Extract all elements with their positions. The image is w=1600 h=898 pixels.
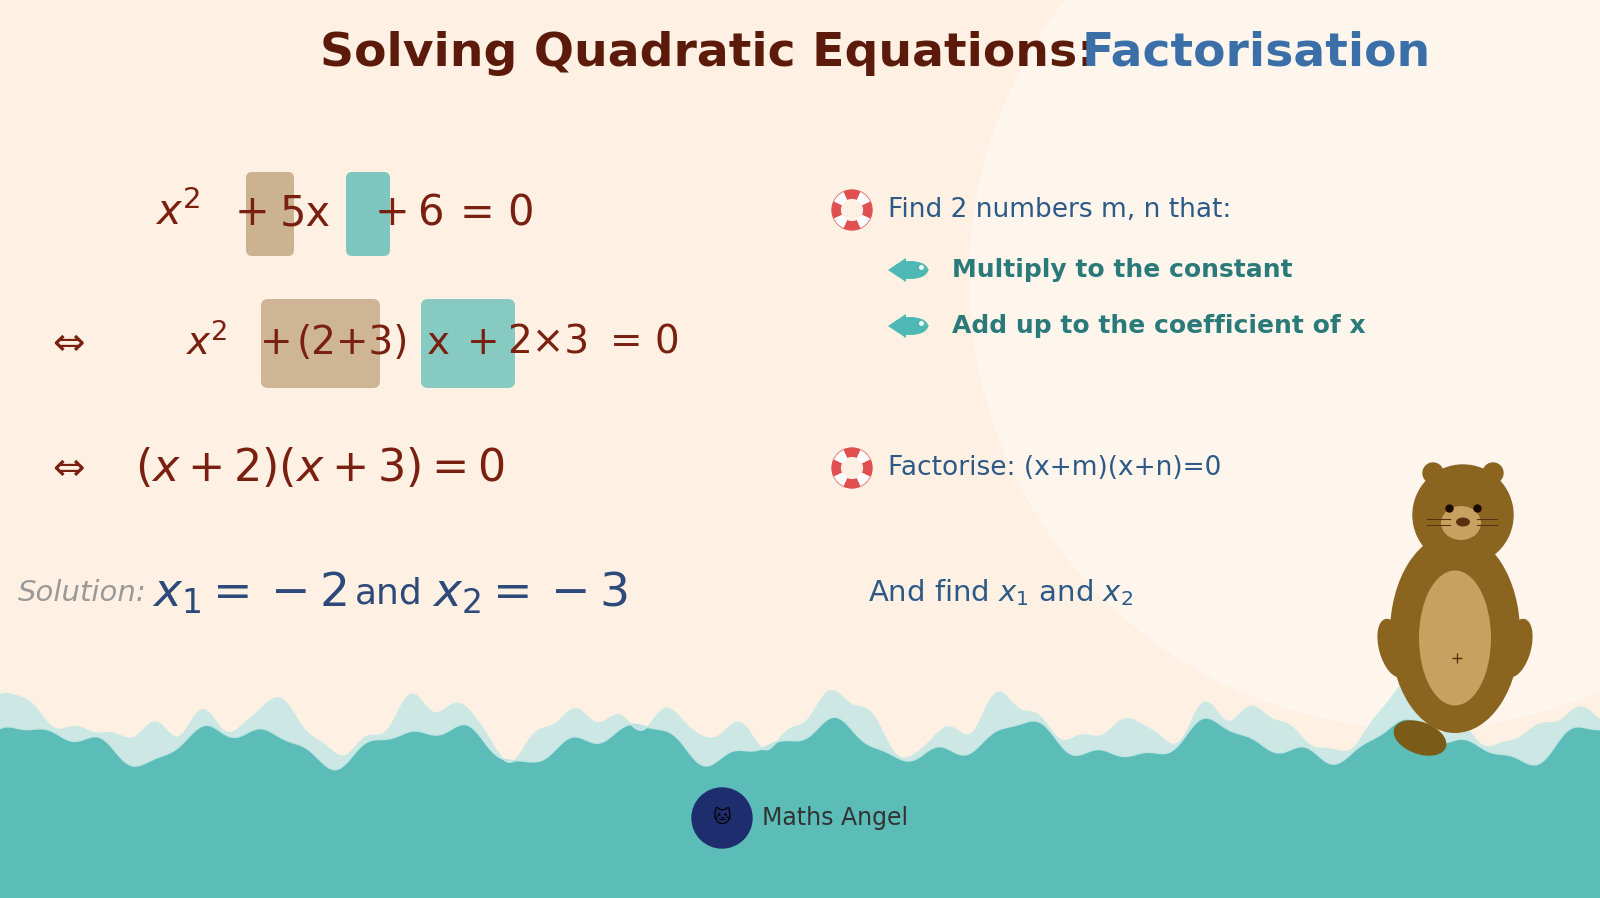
Polygon shape: [888, 314, 906, 338]
Ellipse shape: [893, 261, 928, 279]
Text: Find 2 numbers m, n that:: Find 2 numbers m, n that:: [888, 197, 1232, 223]
Wedge shape: [856, 192, 870, 206]
Text: (2+3): (2+3): [298, 324, 410, 362]
Circle shape: [832, 448, 872, 488]
Circle shape: [1422, 463, 1443, 483]
Text: = 0: = 0: [461, 192, 534, 234]
Text: Solving Quadratic Equations:: Solving Quadratic Equations:: [320, 31, 1112, 75]
Circle shape: [842, 458, 862, 479]
Wedge shape: [834, 472, 848, 486]
Text: $x_1 = -2$: $x_1 = -2$: [152, 569, 347, 616]
Text: 5x: 5x: [280, 192, 331, 234]
Ellipse shape: [1501, 619, 1533, 677]
Ellipse shape: [1419, 570, 1491, 706]
Text: +: +: [467, 324, 499, 362]
FancyBboxPatch shape: [346, 172, 390, 256]
Ellipse shape: [1442, 506, 1482, 540]
Circle shape: [691, 788, 752, 848]
Text: Multiply to the constant: Multiply to the constant: [952, 258, 1293, 282]
Text: Solution:: Solution:: [18, 579, 147, 607]
Ellipse shape: [1378, 619, 1408, 677]
Ellipse shape: [1394, 720, 1446, 756]
Text: $\Leftrightarrow$: $\Leftrightarrow$: [45, 324, 85, 362]
Wedge shape: [856, 450, 870, 463]
Ellipse shape: [1456, 517, 1470, 526]
Wedge shape: [834, 450, 848, 463]
Polygon shape: [922, 319, 930, 333]
FancyBboxPatch shape: [261, 299, 381, 388]
Text: +: +: [374, 192, 410, 234]
Text: $x^2$: $x^2$: [186, 323, 227, 363]
Circle shape: [832, 190, 872, 230]
Text: 2×3: 2×3: [507, 324, 589, 362]
Text: $x^2$: $x^2$: [155, 192, 200, 234]
Text: +: +: [235, 192, 270, 234]
Text: x: x: [427, 324, 450, 362]
Ellipse shape: [1390, 533, 1520, 733]
Text: Maths Angel: Maths Angel: [762, 806, 909, 830]
Circle shape: [970, 0, 1600, 728]
Polygon shape: [888, 258, 906, 282]
Wedge shape: [856, 215, 870, 228]
Wedge shape: [834, 192, 848, 206]
Text: $x_2 = -3$: $x_2 = -3$: [432, 569, 627, 616]
Text: Add up to the coefficient of x: Add up to the coefficient of x: [952, 314, 1366, 338]
Wedge shape: [856, 472, 870, 486]
Text: Factorisation: Factorisation: [1082, 31, 1432, 75]
Wedge shape: [834, 215, 848, 228]
FancyBboxPatch shape: [246, 172, 294, 256]
Circle shape: [1483, 463, 1502, 483]
Circle shape: [1413, 465, 1514, 565]
Text: +: +: [259, 324, 293, 362]
Text: $\Leftrightarrow$: $\Leftrightarrow$: [45, 449, 85, 487]
Text: 6: 6: [418, 192, 443, 234]
Text: 🐱: 🐱: [712, 809, 731, 827]
Text: Factorise: (x+m)(x+n)=0: Factorise: (x+m)(x+n)=0: [888, 455, 1221, 481]
Text: $(x + 2)(x + 3) = 0$: $(x + 2)(x + 3) = 0$: [134, 446, 506, 490]
FancyBboxPatch shape: [421, 299, 515, 388]
Text: and: and: [355, 576, 422, 610]
Polygon shape: [922, 263, 930, 277]
Circle shape: [842, 199, 862, 220]
Text: = 0: = 0: [610, 324, 680, 362]
Ellipse shape: [893, 317, 928, 335]
Text: And find $x_1$ and $x_2$: And find $x_1$ and $x_2$: [867, 577, 1133, 609]
